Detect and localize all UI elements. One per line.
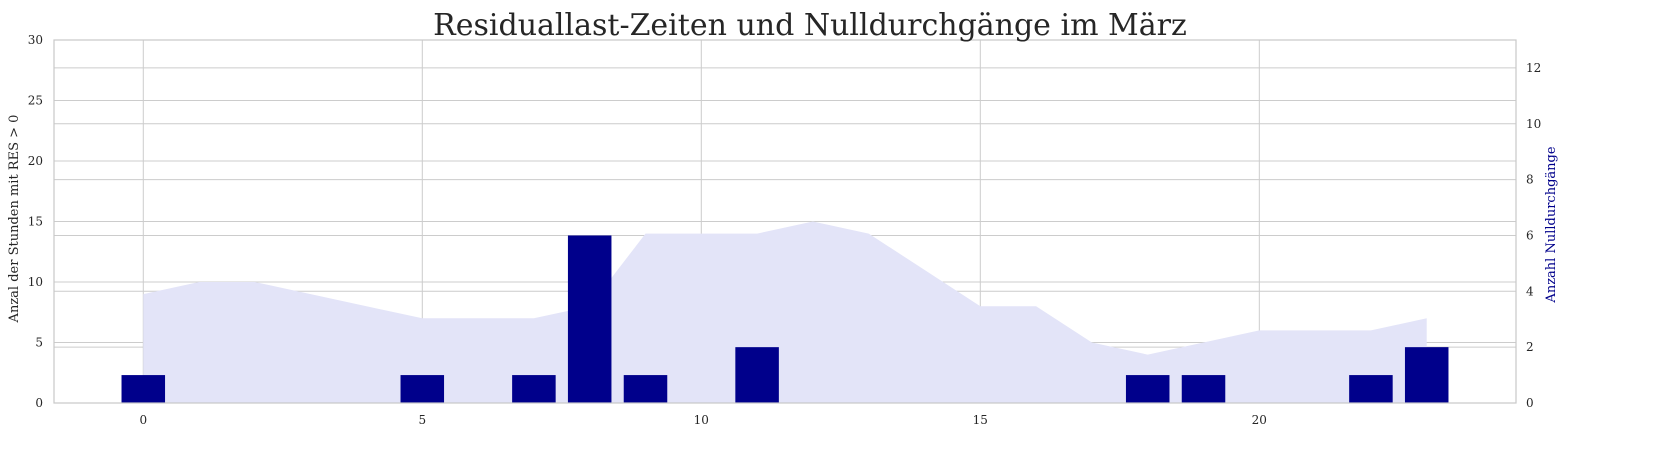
- plot-frame: [53, 39, 1517, 404]
- y-left-tick-label: 25: [28, 94, 43, 108]
- bar-zero-crossings: [735, 347, 779, 403]
- y-axis-label-left: Anzal der Stunden mit RES > 0: [7, 115, 22, 324]
- bar-series: [121, 235, 1449, 403]
- bar-zero-crossings: [400, 375, 445, 403]
- y-right-tick-label: 10: [1526, 117, 1541, 131]
- y-left-tick-label: 5: [35, 336, 43, 350]
- x-tick-label: 10: [694, 413, 709, 427]
- x-tick-label: 5: [418, 413, 426, 427]
- y-left-tick-label: 30: [28, 33, 43, 47]
- bar-zero-crossings: [623, 375, 668, 403]
- y-axis-label-right: Anzahl Nulldurchgänge: [1544, 146, 1559, 303]
- axes: 0 5 10 15 20 0 5 10 15 20 25 30 0 2 4 6 8 10 12: [28, 33, 1542, 427]
- bar-zero-crossings: [121, 375, 166, 403]
- bar-zero-crossings: [1181, 375, 1226, 403]
- bar-zero-crossings: [512, 375, 556, 403]
- x-tick-label: 15: [973, 413, 988, 427]
- y-right-tick-label: 8: [1526, 173, 1534, 187]
- y-left-tick-label: 15: [28, 215, 43, 229]
- bar-zero-crossings: [1404, 347, 1449, 403]
- y-left-tick-label: 20: [28, 154, 43, 168]
- y-right-tick-label: 2: [1526, 340, 1534, 354]
- y-right-tick-label: 0: [1526, 396, 1534, 410]
- x-tick-label: 0: [139, 413, 147, 427]
- y-left-tick-label: 10: [28, 275, 43, 289]
- y-right-tick-label: 12: [1526, 61, 1541, 75]
- y-right-tick-label: 6: [1526, 228, 1534, 242]
- area-residual-hours: [143, 221, 1427, 403]
- y-right-tick-label: 4: [1526, 284, 1534, 298]
- bar-zero-crossings: [567, 235, 612, 403]
- bar-zero-crossings: [1125, 375, 1170, 403]
- chart-title: Residuallast-Zeiten und Nulldurchgänge i…: [433, 8, 1187, 43]
- x-tick-label: 20: [1252, 413, 1267, 427]
- area-series: [143, 221, 1427, 403]
- bar-zero-crossings: [1349, 375, 1393, 403]
- y-left-tick-label: 0: [35, 396, 43, 410]
